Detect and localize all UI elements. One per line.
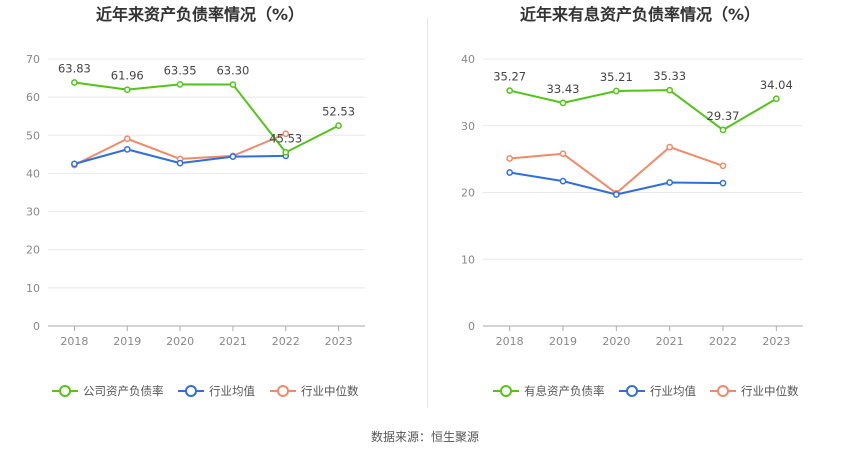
data-point — [176, 81, 184, 88]
data-label: 63.83 — [58, 62, 91, 76]
y-tick-label: 20 — [26, 244, 40, 257]
y-tick-label: 30 — [26, 206, 40, 219]
legend-label: 行业中位数 — [301, 384, 359, 398]
x-tick-label: 2019 — [549, 335, 577, 348]
data-point — [123, 86, 131, 94]
y-tick-label: 0 — [468, 320, 475, 333]
series-line — [509, 146, 724, 195]
x-tick-label: 2022 — [272, 335, 300, 348]
x-tick-label: 2020 — [602, 335, 630, 348]
legend-label: 有息资产负债率 — [524, 384, 605, 398]
legend-label: 行业中位数 — [741, 384, 799, 398]
x-tick-label: 2021 — [656, 335, 684, 348]
data-point — [719, 126, 727, 134]
data-point — [506, 169, 514, 176]
data-point — [123, 146, 131, 153]
y-tick-label: 30 — [461, 120, 475, 133]
chart-title: 近年来有息资产负债率情况（%） — [520, 5, 760, 24]
data-point — [282, 148, 290, 156]
data-point — [229, 81, 237, 88]
chart-title: 近年来资产负债率情况（%） — [96, 5, 304, 24]
x-tick-label: 2020 — [166, 335, 194, 348]
data-label: 61.96 — [111, 69, 144, 83]
x-tick-label: 2023 — [762, 335, 790, 348]
y-tick-label: 10 — [461, 253, 475, 266]
source-note: 数据来源：恒生聚源 — [0, 428, 850, 445]
data-point — [666, 86, 674, 94]
data-point — [666, 179, 674, 186]
data-label: 35.27 — [493, 70, 526, 84]
data-label: 52.53 — [322, 105, 355, 119]
panel-divider — [427, 18, 428, 408]
x-tick-label: 2019 — [113, 335, 141, 348]
data-point — [559, 99, 567, 107]
legend-swatch-marker — [500, 385, 512, 397]
data-point — [71, 160, 78, 168]
y-tick-label: 70 — [26, 53, 40, 66]
legend-swatch-marker — [59, 385, 71, 397]
x-tick-label: 2018 — [496, 335, 524, 348]
left-chart: 近年来资产负债率情况（%） 0 10 20 30 40 50 60 70 2018 2019 2020… — [26, 5, 365, 398]
legend-swatch-marker — [277, 385, 289, 397]
data-point — [123, 135, 131, 143]
y-tick-label: 40 — [461, 53, 475, 66]
y-tick-label: 60 — [26, 91, 40, 104]
data-point — [719, 179, 727, 187]
legend-label: 行业均值 — [209, 384, 255, 398]
data-point — [176, 159, 184, 167]
right-chart: 近年来有息资产负债率情况（%） 0 10 20 30 40 2018 2019 2020 2021… — [461, 5, 803, 398]
y-tick-label: 10 — [26, 282, 40, 295]
data-label: 35.21 — [600, 70, 633, 84]
data-point — [772, 95, 780, 103]
x-tick-label: 2022 — [709, 335, 737, 348]
y-tick-label: 20 — [461, 187, 475, 200]
data-label: 63.30 — [216, 64, 249, 78]
x-tick-label: 2023 — [325, 335, 353, 348]
series-line — [74, 81, 340, 154]
legend-label: 行业均值 — [650, 384, 696, 398]
legend-swatch-marker — [185, 385, 197, 397]
data-point — [282, 130, 290, 138]
data-label: 63.35 — [164, 63, 197, 77]
data-label: 35.33 — [653, 69, 686, 83]
source-name: 恒生聚源 — [431, 430, 480, 444]
data-point — [506, 87, 514, 94]
data-point — [559, 150, 567, 158]
data-label: 29.37 — [707, 109, 740, 123]
x-tick-label: 2021 — [219, 335, 247, 348]
data-point — [506, 155, 514, 162]
data-point — [335, 122, 342, 129]
y-tick-label: 50 — [26, 129, 40, 142]
data-point — [719, 162, 727, 170]
legend-swatch-marker — [717, 385, 729, 397]
data-label: 45.53 — [269, 131, 302, 145]
x-tick-label: 2018 — [60, 335, 88, 348]
y-tick-label: 40 — [26, 167, 40, 180]
legend-label: 公司资产负债率 — [83, 384, 164, 398]
data-point — [612, 87, 620, 95]
data-point — [229, 153, 237, 160]
series-line — [509, 89, 777, 131]
data-point — [559, 177, 567, 185]
data-label: 33.43 — [547, 82, 580, 96]
data-point — [666, 143, 674, 151]
data-point — [71, 79, 78, 86]
data-point — [612, 191, 620, 198]
data-label: 34.04 — [760, 78, 793, 92]
legend-swatch-marker — [626, 385, 638, 397]
y-tick-label: 0 — [33, 320, 40, 333]
source-prefix: 数据来源： — [370, 430, 431, 444]
